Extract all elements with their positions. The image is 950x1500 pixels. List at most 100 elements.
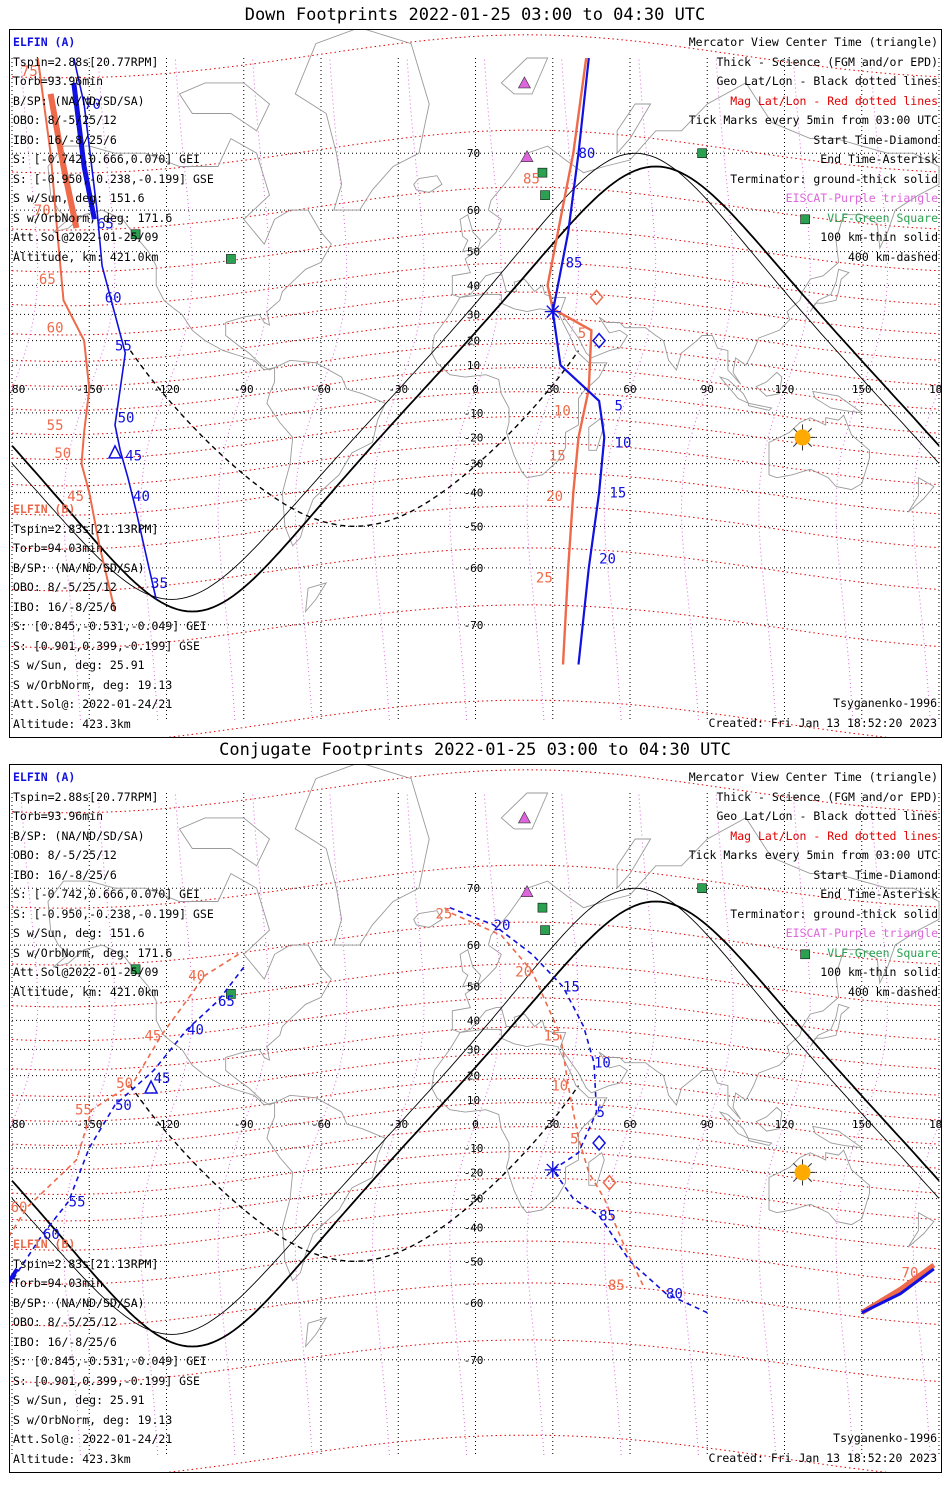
elfin-b-science-segment: [47, 93, 80, 229]
elfin-a-info-line: Altitude, km: 421.0km: [13, 984, 159, 999]
elfin-a-info-line: S w/OrbNorm, deg: 171.6: [13, 945, 173, 960]
coastline: [266, 359, 387, 547]
lat-tick-label: -10: [464, 407, 484, 420]
elfin-b-track-left: [36, 57, 116, 612]
elfin-a-info-line: S: [-0.742,0.666,0.070] GEI: [13, 152, 200, 166]
lon-tick-label: 30: [546, 383, 559, 396]
legend-entry: 400 km-dashed: [847, 984, 938, 999]
elfin-b-time-tick-label: 45: [144, 1028, 161, 1044]
geo-grid: [11, 793, 940, 1455]
elfin-b-time-tick-label: 70: [902, 1266, 919, 1282]
lon-tick-label: 0: [472, 1118, 479, 1131]
eiscat-triangle-icon: [520, 150, 534, 162]
elfin-a-info-line: Tspin=2.88s[20.77RPM]: [13, 54, 159, 69]
elfin-b-info-line: Tspin=2.83s[21.13RPM]: [13, 1256, 159, 1271]
coastline: [768, 414, 870, 491]
elfin-b-info-line: OBO: 8/-5/25/12: [13, 580, 117, 594]
coastline: [812, 390, 863, 414]
elfin-a-time-tick-label: 10: [615, 435, 632, 451]
elfin-b-info-line: Altitude: 423.3km: [13, 1451, 131, 1466]
legend-entry: Terminator: ground-thick solid: [730, 171, 938, 186]
lat-tick-label: 30: [467, 1043, 480, 1056]
legend-entry: Tick Marks every 5min from 03:00 UTC: [688, 113, 938, 127]
elfin-b-info-line: IBO: 16/-8/25/6: [13, 1334, 117, 1349]
elfin-a-science-segment: [861, 1267, 935, 1315]
terminator-100km-line: [11, 152, 940, 600]
lat-tick-label: 20: [467, 1070, 480, 1083]
lat-tick-label: -30: [464, 458, 484, 471]
elfin-a-track-right: [551, 57, 606, 665]
center-time-triangle-icon: [107, 444, 123, 459]
lat-tick-label: -10: [464, 1142, 484, 1155]
elfin-b-time-tick-label: 60: [11, 1200, 28, 1216]
legend-entry: Mag Lat/Lon - Red dotted lines: [730, 828, 938, 843]
elfin-a-time-tick-label: 85: [599, 1209, 616, 1225]
terminator-ground-line: [11, 900, 940, 1348]
elfin-a-info-line: S: [-0.950,-0.238,-0.199] GSE: [13, 171, 214, 186]
elfin-a-track-left: [73, 57, 157, 600]
coastline: [747, 402, 773, 411]
lat-tick-label: 50: [467, 246, 480, 259]
coastline: [907, 1211, 935, 1248]
elfin-b-time-tick-label: 85: [608, 1278, 625, 1294]
elfin-b-header: ELFIN (B): [13, 1237, 76, 1251]
elfin-a-time-tick-label: 10: [594, 1056, 611, 1072]
eiscat-triangle-icon: [517, 811, 531, 824]
lat-tick-label: -60: [464, 1297, 484, 1310]
elfin-b-time-tick-label: 25: [435, 907, 452, 923]
vlf-square-icon: [226, 254, 236, 264]
terminator: [11, 887, 940, 1348]
elfin-a-info-line: B/SP: (NA/ND/SD/SA): [13, 828, 145, 843]
elfin-a-info-line: Att.Sol@2022-01-25/09: [13, 965, 159, 979]
legend-entry: EISCAT-Purple triangle: [785, 191, 938, 205]
map-frame: -180-150-120-90-60-300306090120150180706…: [9, 764, 942, 1473]
created-timestamp: Created: Fri Jan 13 18:52:20 2023: [708, 1451, 937, 1465]
elfin-b-info-line: S: [0.901,0.399,-0.199] GSE: [13, 1373, 200, 1388]
elfin-a-time-tick-label: 85: [566, 255, 583, 271]
coastline: [413, 910, 443, 928]
lon-tick-label: -60: [311, 383, 331, 396]
elfin-a-time-tick-label: 45: [154, 1071, 171, 1087]
geo-grid: [11, 58, 940, 720]
lon-tick-label: -180: [10, 1118, 25, 1131]
elfin-b-time-tick-label: 5: [570, 1131, 578, 1147]
elfin-a-time-tick-label: 5: [615, 399, 623, 415]
coastline: [459, 214, 482, 253]
elfin-a-info-line: Torb=93.96min: [13, 809, 104, 823]
elfin-b-time-tick-label: 70: [34, 203, 51, 219]
lon-tick-label: 120: [775, 1118, 795, 1131]
elfin-b-time-tick-label: 65: [39, 272, 56, 288]
elfin-a-info-line: Att.Sol@2022-01-25/09: [13, 230, 159, 244]
coastline: [718, 1111, 750, 1140]
elfin-b-info-line: Att.Sol@: 2022-01-24/21: [13, 697, 173, 711]
legend-entry: Terminator: ground-thick solid: [730, 906, 938, 921]
coastline: [304, 1317, 328, 1348]
coastline: [616, 103, 652, 155]
vlf-square-icon: [130, 964, 141, 975]
elfin-a-time-tick-label: 50: [115, 1098, 132, 1114]
coastline: [431, 293, 608, 479]
created-timestamp: Created: Fri Jan 13 18:52:20 2023: [708, 716, 937, 730]
mercator-map: -180 -150 -120 -90 -60 -30 0 30 60 90 120 150 180 70 6…: [10, 765, 941, 1472]
lat-tick-label: -40: [464, 487, 484, 500]
elfin-b-time-tick-label: 10: [551, 1079, 568, 1095]
coastline: [809, 1003, 850, 1047]
coastline: [809, 268, 850, 312]
elfin-a-header: ELFIN (A): [13, 35, 76, 49]
coastlines: [47, 30, 940, 613]
coastline: [500, 792, 549, 830]
legend-entry: Geo Lat/Lon - Black dotted lines: [716, 74, 938, 88]
lon-tick-label: 30: [546, 1118, 559, 1131]
elfin-a-info-line: Torb=93.96min: [13, 74, 104, 88]
elfin-a-info-line: B/SP: (NA/ND/SD/SA): [13, 93, 145, 108]
elfin-a-science-segment: [71, 82, 97, 220]
elfin-b-time-tick-label: 75: [21, 64, 38, 80]
footprint-tracks: 6540455055606520151058580404550556065252…: [10, 907, 936, 1315]
map-frame: -180-150-120-90-60-300306090120150180706…: [9, 29, 942, 738]
lat-tick-label: 10: [467, 359, 480, 372]
elfin-a-time-tick-label: 60: [105, 290, 122, 306]
elfin-a-info-line: S w/Sun, deg: 151.6: [13, 926, 145, 940]
vlf-square-icon: [540, 925, 550, 935]
elfin-b-time-tick-label: 50: [116, 1076, 133, 1092]
vlf-square-icon: [130, 229, 141, 240]
